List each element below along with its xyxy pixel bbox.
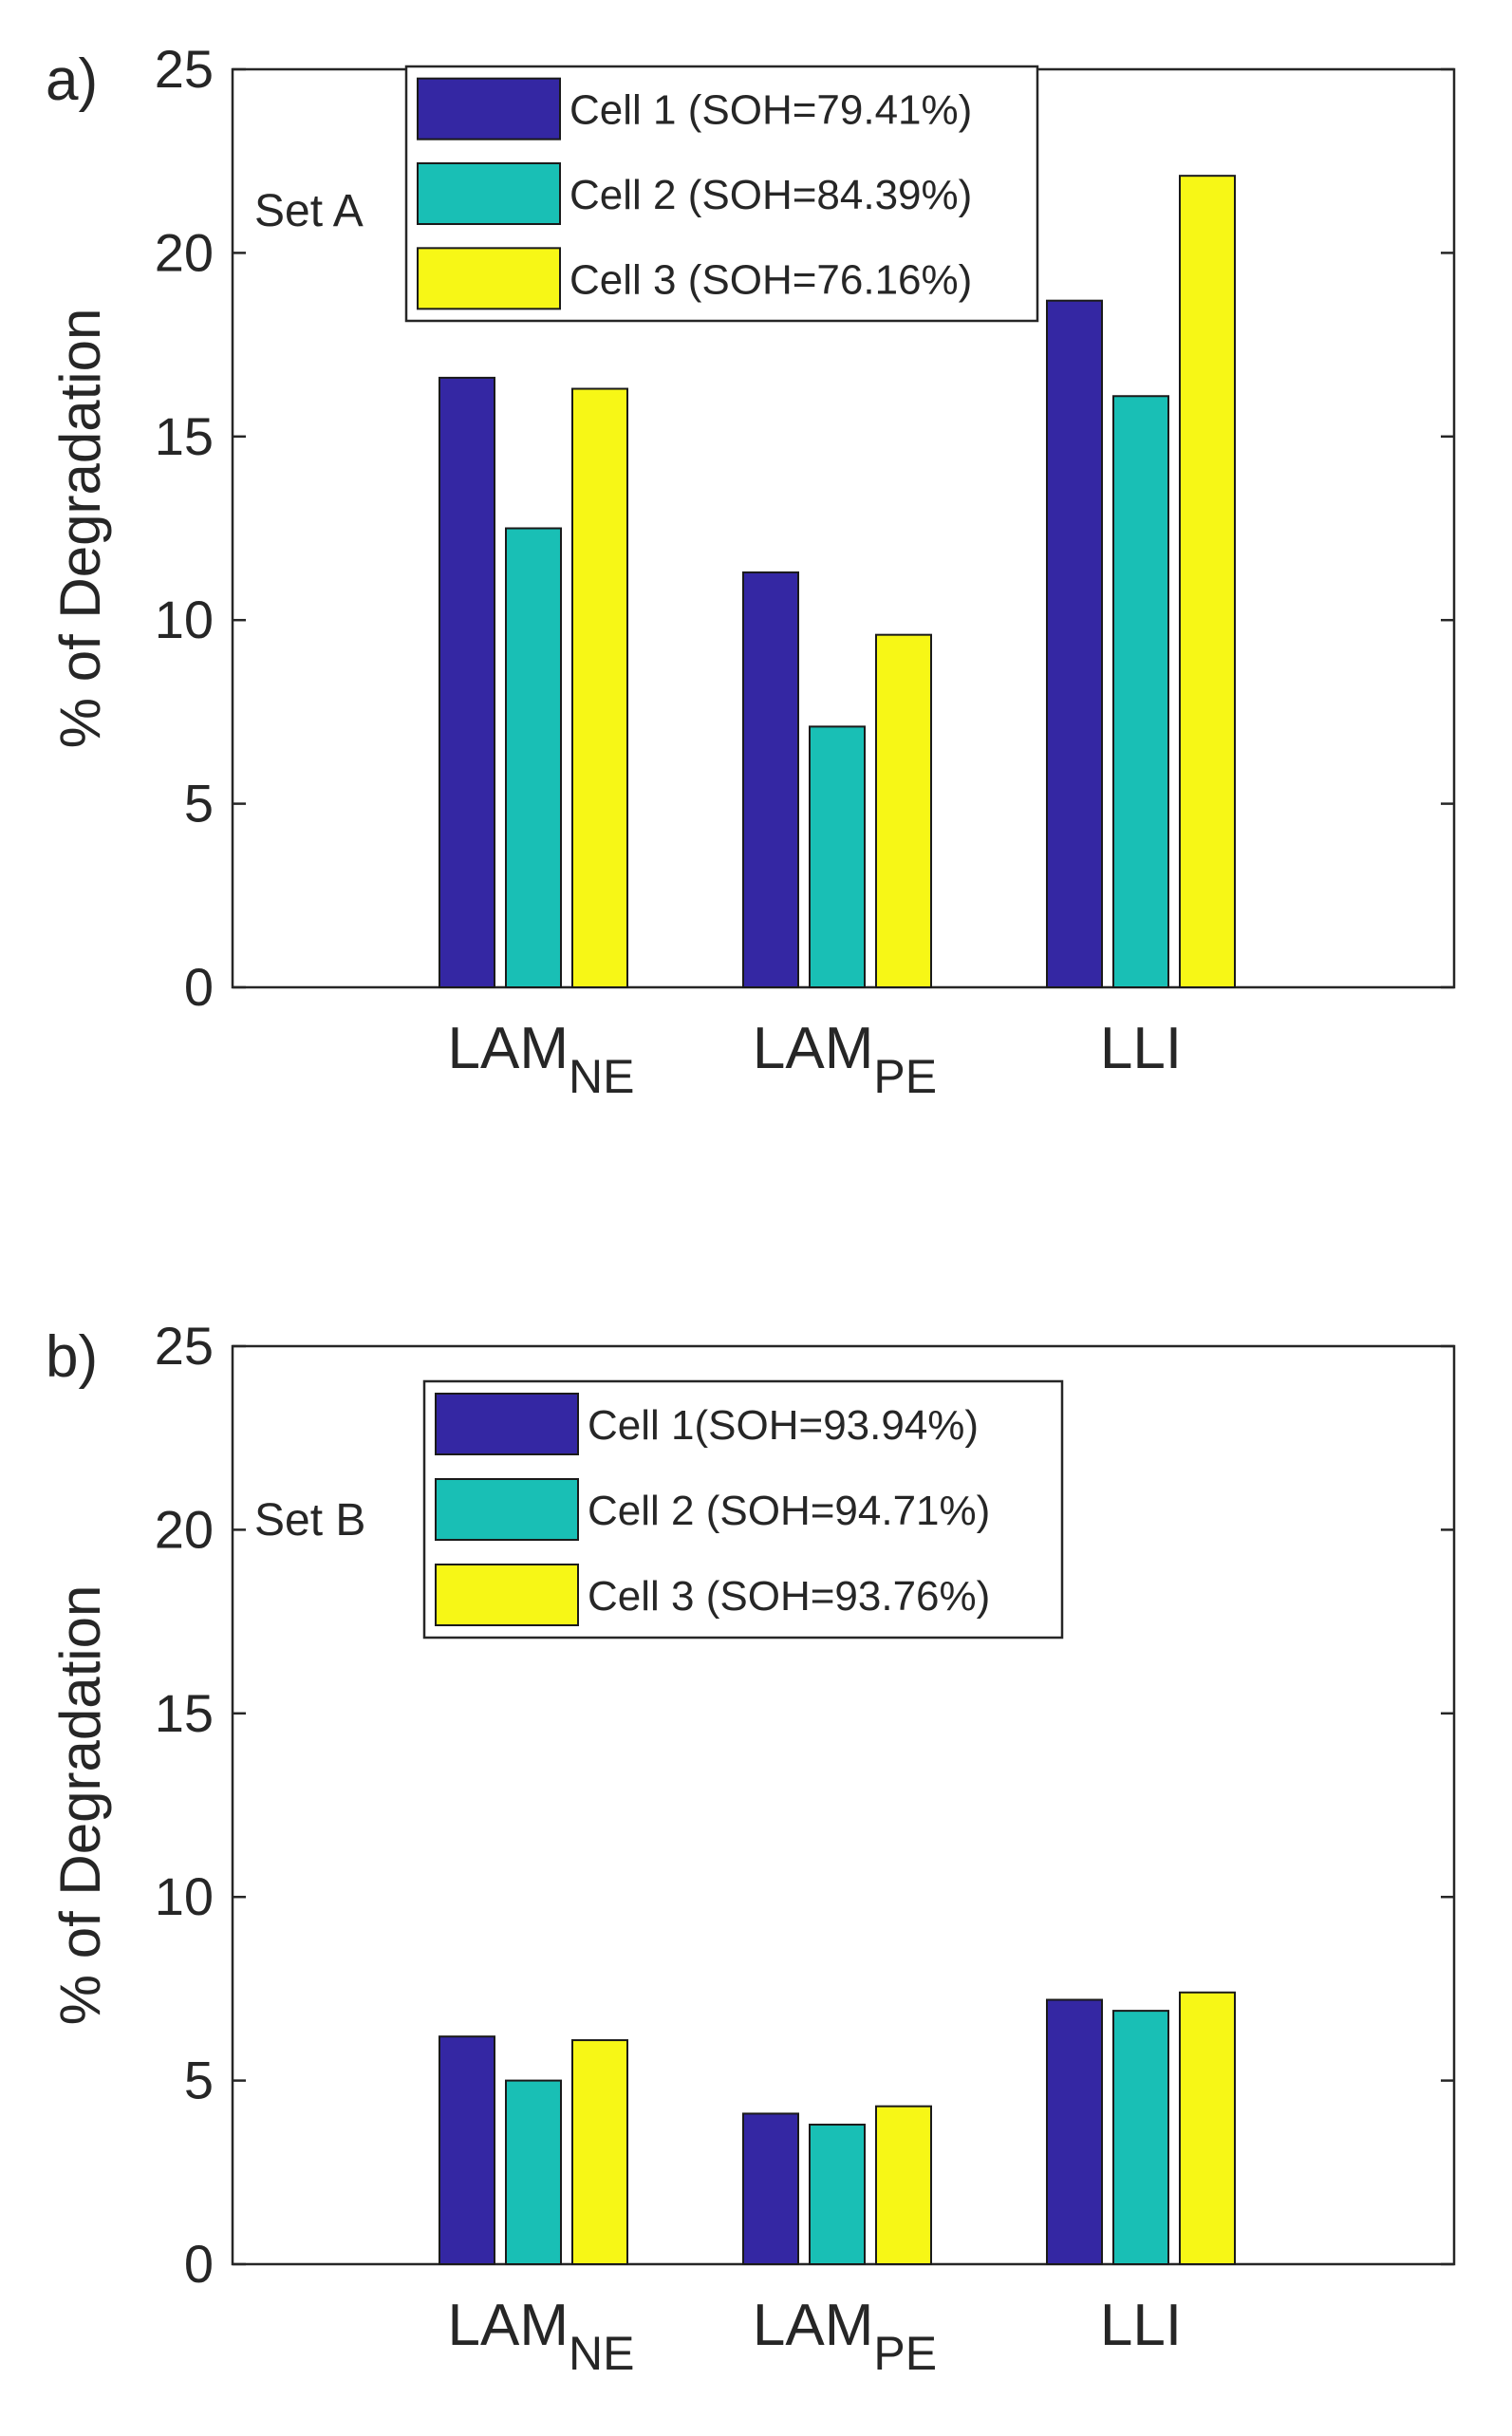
bar-cell-1-lli	[1046, 299, 1103, 988]
x-tick-label-base: LAM	[753, 2293, 873, 2358]
bar-cell-2-lampe	[809, 725, 866, 988]
bar-cell-2-lamne	[505, 2079, 562, 2266]
bar-cell-3-lli	[1179, 175, 1236, 988]
legend-label: Cell 2 (SOH=94.71%)	[588, 1488, 990, 1534]
x-tick-label-subscript: PE	[873, 1050, 937, 1103]
bar-cell-3-lamne	[571, 2039, 628, 2265]
x-tick-label-base: LAM	[448, 1016, 569, 1081]
x-tick-label-base: LAM	[448, 2293, 569, 2358]
y-axis-label: % of Degradation	[48, 1585, 112, 2026]
x-tick-label-base: LLI	[1100, 1016, 1182, 1081]
y-tick-label: 10	[155, 1866, 214, 1926]
legend-swatch	[417, 247, 561, 310]
legend-swatch	[417, 162, 561, 225]
panel-label: b)	[46, 1324, 98, 1390]
y-tick-label: 5	[184, 2051, 214, 2110]
legend-label: Cell 1(SOH=93.94%)	[588, 1402, 979, 1449]
set-annotation: Set A	[254, 186, 364, 236]
x-tick-label: LAMPE	[753, 1016, 937, 1103]
y-axis-label: % of Degradation	[48, 309, 112, 749]
y-tick-label: 25	[155, 1316, 214, 1376]
legend-swatch	[435, 1478, 579, 1541]
x-tick-label-base: LAM	[753, 1016, 873, 1081]
bar-cell-2-lampe	[809, 2124, 866, 2266]
bar-cell-3-lamne	[571, 387, 628, 988]
x-tick-label: LLI	[1100, 2293, 1182, 2358]
bar-cell-1(soh=93.94%)-lamne	[439, 2035, 495, 2266]
legend-label: Cell 3 (SOH=93.76%)	[588, 1573, 990, 1620]
y-tick-label: 10	[155, 590, 214, 649]
bar-cell-3-lli	[1179, 1991, 1236, 2266]
set-annotation: Set B	[254, 1495, 365, 1546]
bar-cell-2-lamne	[505, 527, 562, 988]
x-tick-label-subscript: PE	[873, 2327, 937, 2380]
y-tick-label: 20	[155, 222, 214, 282]
x-tick-label: LAMNE	[448, 2293, 635, 2380]
bar-cell-3-lampe	[875, 633, 932, 988]
y-tick-label: 20	[155, 1499, 214, 1559]
legend-label: Cell 2 (SOH=84.39%)	[569, 172, 972, 218]
x-tick-label: LAMNE	[448, 1016, 635, 1103]
legend-swatch	[435, 1393, 579, 1455]
y-tick-label: 5	[184, 774, 214, 834]
legend-label: Cell 1 (SOH=79.41%)	[569, 87, 972, 134]
bar-cell-1-lampe	[742, 571, 799, 989]
x-tick-label: LAMPE	[753, 2293, 937, 2380]
y-tick-label: 0	[184, 957, 214, 1017]
bar-cell-1(soh=93.94%)-lli	[1046, 1998, 1103, 2265]
bar-cell-1-lamne	[439, 376, 495, 988]
legend-swatch	[417, 77, 561, 141]
y-tick-label: 0	[184, 2234, 214, 2294]
legend-label: Cell 3 (SOH=76.16%)	[569, 256, 972, 303]
y-tick-label: 15	[155, 406, 214, 466]
bar-cell-1(soh=93.94%)-lampe	[742, 2112, 799, 2266]
panel-label: a)	[46, 47, 98, 113]
y-tick-label: 25	[155, 39, 214, 99]
bar-cell-2-lli	[1112, 2010, 1169, 2265]
legend-swatch	[435, 1564, 579, 1626]
y-tick-label: 15	[155, 1683, 214, 1743]
x-tick-label-subscript: NE	[569, 2327, 634, 2380]
x-tick-label-base: LLI	[1100, 2293, 1182, 2358]
bar-cell-2-lli	[1112, 395, 1169, 988]
x-tick-label: LLI	[1100, 1016, 1182, 1081]
bar-cell-3-lampe	[875, 2105, 932, 2266]
x-tick-label-subscript: NE	[569, 1050, 634, 1103]
